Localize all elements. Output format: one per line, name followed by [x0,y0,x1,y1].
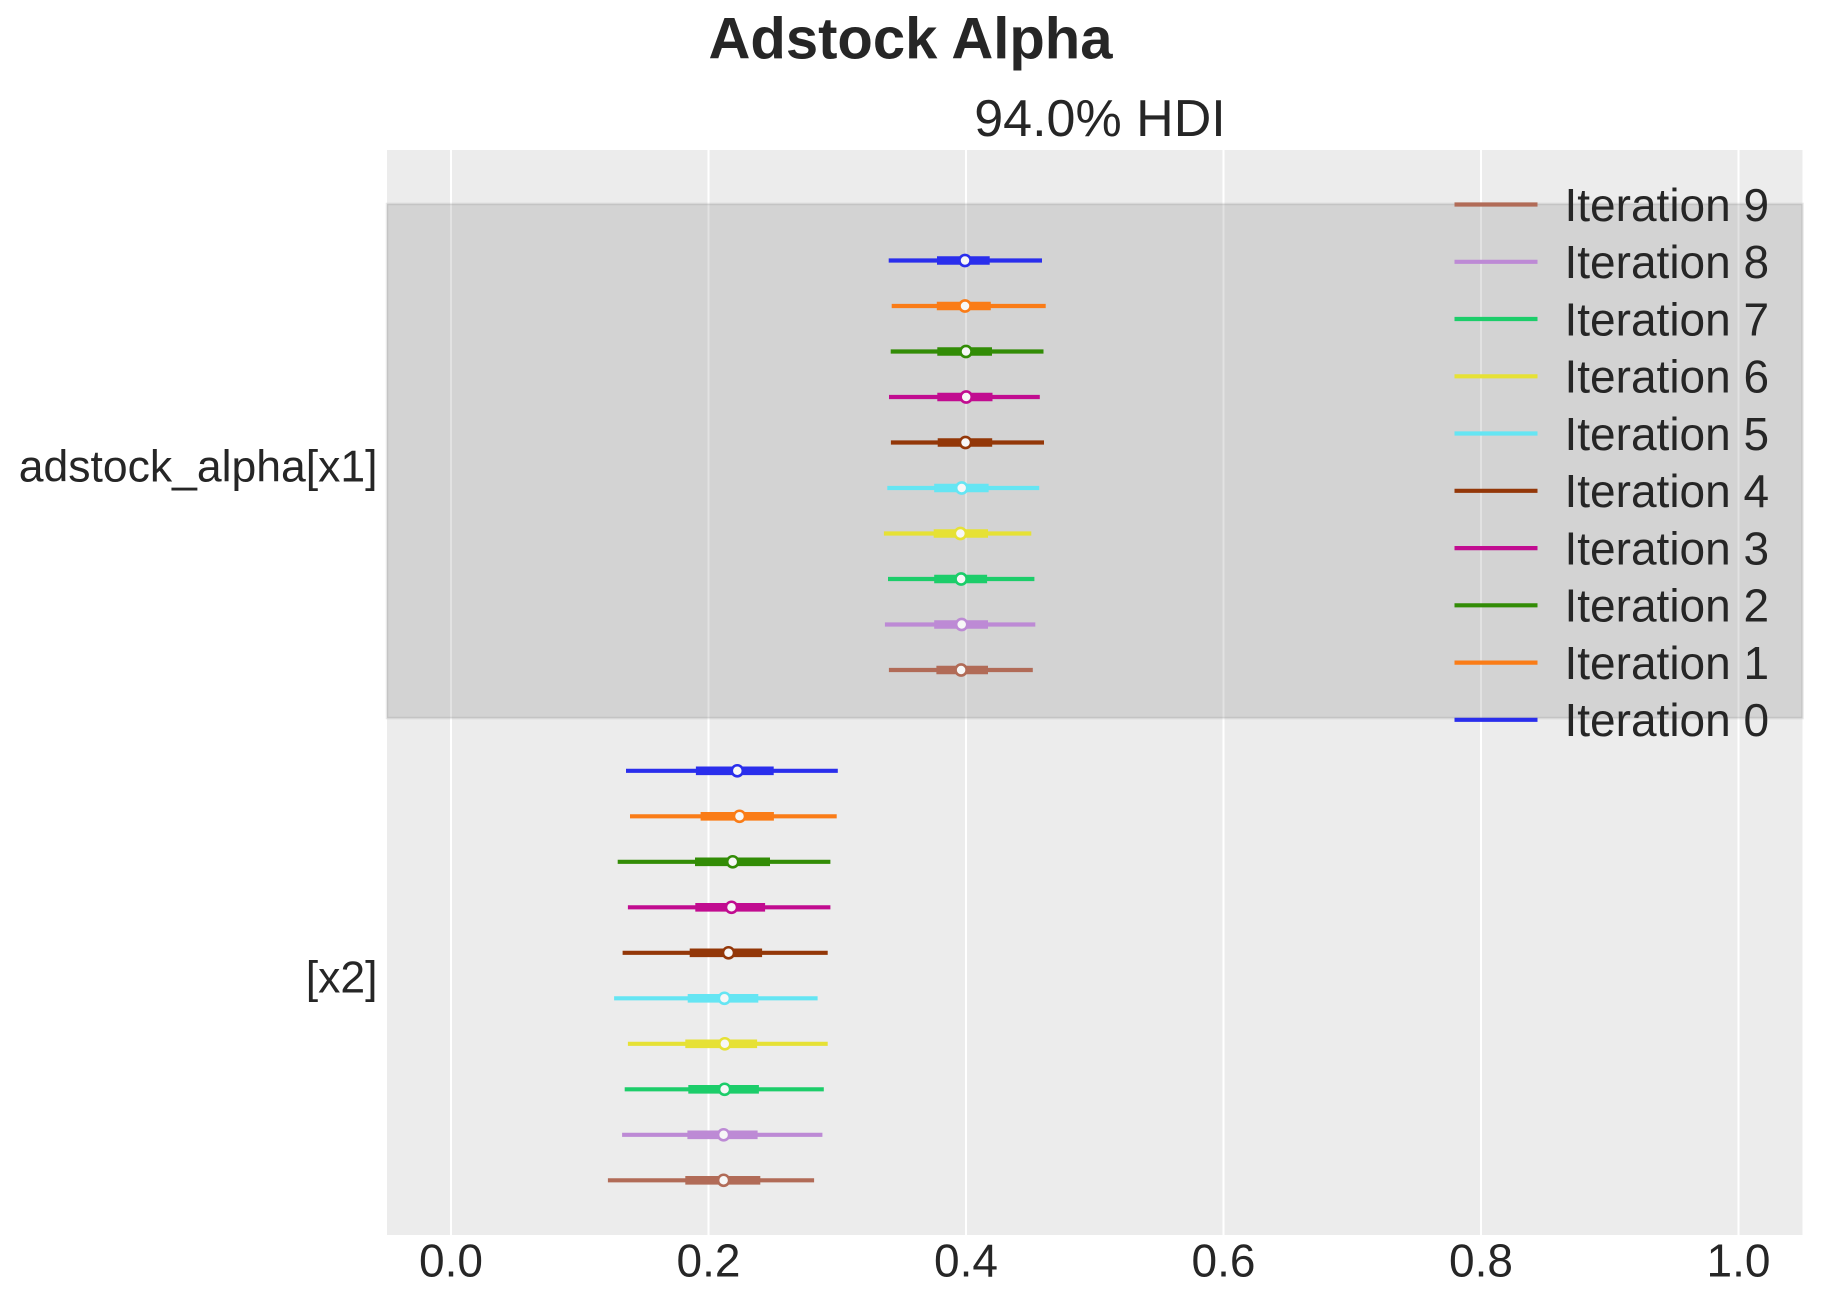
svg-text:1.0: 1.0 [1707,1235,1771,1287]
svg-text:Iteration 7: Iteration 7 [1565,293,1770,345]
svg-text:Iteration 0: Iteration 0 [1565,694,1770,746]
svg-text:94.0% HDI: 94.0% HDI [974,90,1225,148]
svg-text:Adstock Alpha: Adstock Alpha [709,7,1114,72]
svg-text:0.2: 0.2 [677,1235,741,1287]
svg-text:Iteration 8: Iteration 8 [1565,236,1770,288]
svg-text:Iteration 4: Iteration 4 [1565,465,1770,517]
svg-text:0.8: 0.8 [1449,1235,1513,1287]
svg-text:Iteration 2: Iteration 2 [1565,580,1770,632]
svg-text:Iteration 1: Iteration 1 [1565,637,1770,689]
svg-text:0.4: 0.4 [934,1235,998,1287]
svg-text:0.0: 0.0 [419,1235,483,1287]
svg-text:[x2]: [x2] [306,954,378,1003]
svg-text:0.6: 0.6 [1192,1235,1256,1287]
svg-text:Iteration 5: Iteration 5 [1565,408,1770,460]
svg-text:Iteration 3: Iteration 3 [1565,522,1770,574]
svg-text:Iteration 9: Iteration 9 [1565,179,1770,231]
svg-text:adstock_alpha[x1]: adstock_alpha[x1] [19,443,378,492]
svg-text:Iteration 6: Iteration 6 [1565,351,1770,403]
